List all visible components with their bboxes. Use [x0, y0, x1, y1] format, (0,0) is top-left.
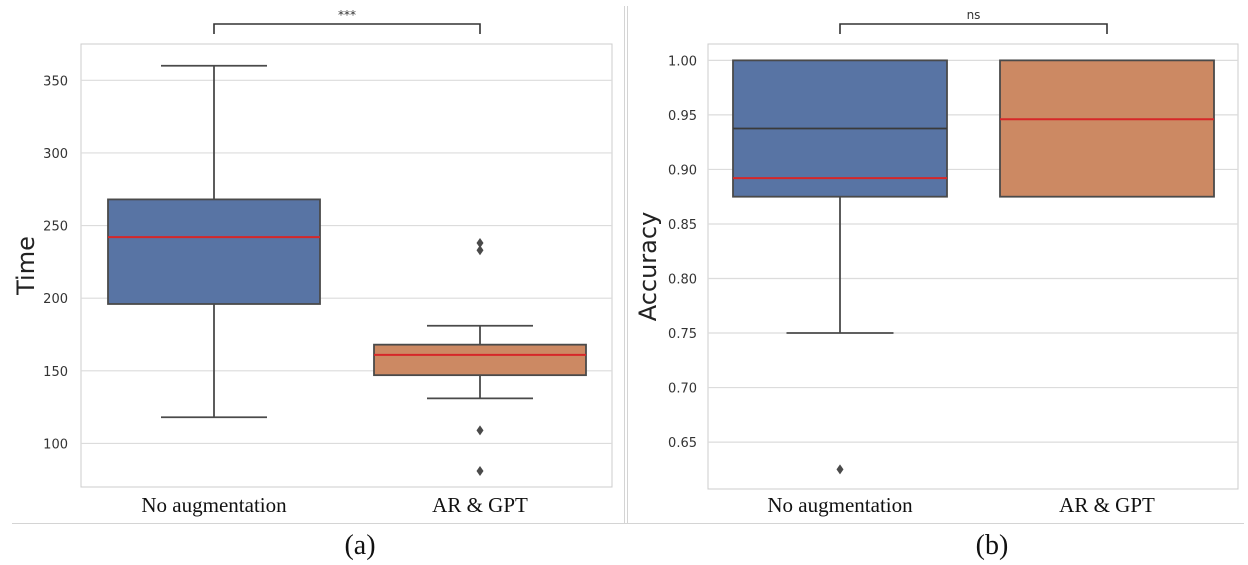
- y-tick-label: 150: [43, 365, 68, 380]
- x-category-label: No augmentation: [767, 493, 913, 517]
- box-2: [999, 59, 1215, 198]
- y-tick-label: 100: [43, 437, 68, 452]
- y-tick-label: 0.90: [668, 163, 697, 178]
- significance-label: ns: [967, 8, 981, 22]
- y-tick-label: 0.85: [668, 218, 697, 233]
- iqr-box: [107, 198, 321, 305]
- iqr-box: [999, 59, 1215, 198]
- y-tick-label: 0.75: [668, 327, 697, 342]
- panel-divider: [624, 6, 625, 524]
- panel-label: (b): [976, 530, 1009, 561]
- outlier-point: [476, 237, 484, 248]
- iqr-box: [373, 343, 587, 377]
- box-1: [107, 64, 321, 419]
- y-tick-label: 300: [43, 147, 68, 162]
- chart-panel-1: 100 150 200 250 300 350 Time No augmentation AR …: [12, 8, 613, 561]
- x-category-label: No augmentation: [141, 493, 287, 517]
- y-tick-label: 0.70: [668, 382, 697, 397]
- outlier-point: [476, 245, 484, 256]
- box-2: [373, 237, 587, 477]
- y-tick-label: 0.65: [668, 436, 697, 451]
- outlier-point: [476, 425, 484, 436]
- y-tick-label: 0.95: [668, 109, 697, 124]
- y-tick-label: 350: [43, 74, 68, 89]
- significance-bracket: [839, 23, 1108, 34]
- y-tick-label: 200: [43, 292, 68, 307]
- y-tick-label: 1.00: [668, 54, 697, 69]
- y-axis-label: Accuracy: [634, 212, 662, 322]
- y-axis-label: Time: [12, 236, 40, 296]
- chart-panel-2: 0.65 0.70 0.75 0.80 0.85 0.90 0.95 1.00 Accuracy…: [634, 8, 1239, 561]
- x-category-label: AR & GPT: [432, 493, 528, 517]
- panel-label: (a): [344, 530, 375, 561]
- significance-bracket: [213, 23, 481, 34]
- outlier-point: [836, 464, 844, 475]
- bottom-rule: [12, 523, 1244, 524]
- y-tick-label: 0.80: [668, 272, 697, 287]
- significance-label: ***: [338, 8, 356, 22]
- box-1: [732, 59, 948, 475]
- x-category-label: AR & GPT: [1059, 493, 1155, 517]
- panel-divider-2: [627, 6, 628, 524]
- y-tick-label: 250: [43, 220, 68, 235]
- outlier-point: [476, 466, 484, 477]
